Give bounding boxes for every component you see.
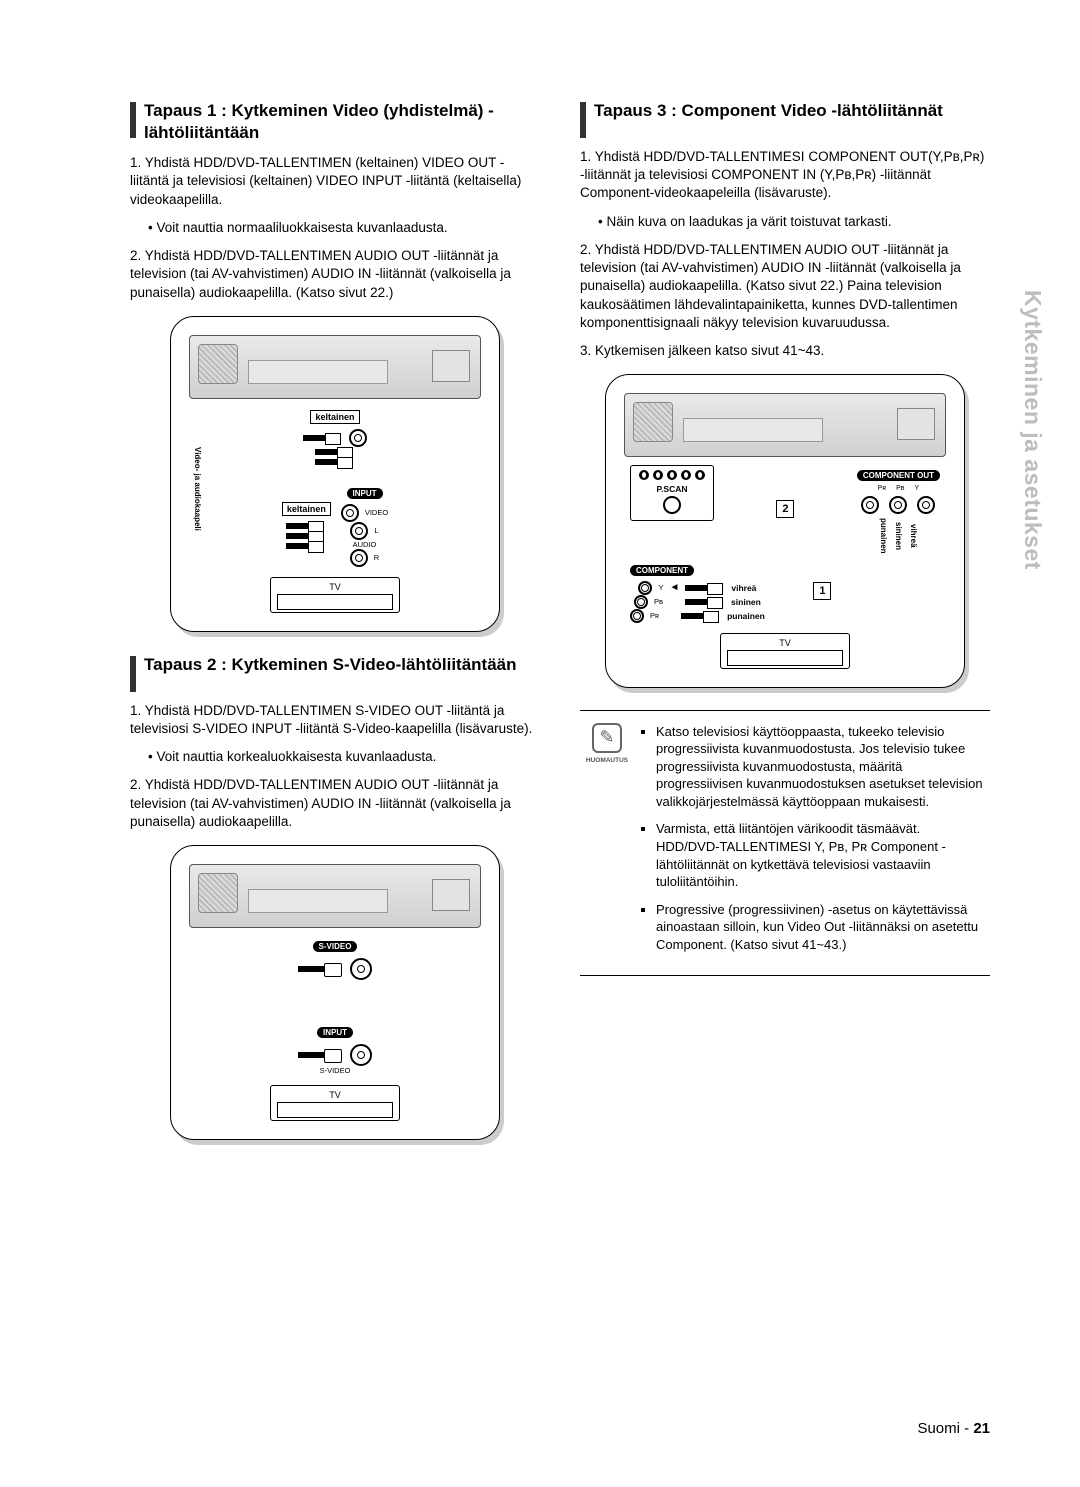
svideo-bottom-label: S-VIDEO: [298, 1066, 372, 1075]
kelt-label-bottom: keltainen: [282, 502, 331, 516]
case3-p2: 2. Yhdistä HDD/DVD-TALLENTIMEN AUDIO OUT…: [580, 241, 990, 332]
case1-title: Tapaus 1 : Kytkeminen Video (yhdistelmä)…: [144, 100, 540, 144]
case2-diagram: S-VIDEO INPUT S-VIDEO TV: [170, 845, 500, 1140]
note-icon-label: HUOMAUTUS: [584, 757, 630, 764]
case3-tv: TV: [720, 633, 850, 669]
note-list: Katso televisiosi käyttöoppaasta, tukeek…: [642, 723, 986, 964]
footer-page: 21: [973, 1420, 990, 1437]
case2-tv: TV: [270, 1085, 400, 1121]
jack-video-label: VIDEO: [365, 508, 388, 517]
note-icon-col: ✎ HUOMAUTUS: [584, 723, 630, 964]
case1-p2: 2. Yhdistä HDD/DVD-TALLENTIMEN AUDIO OUT…: [130, 247, 540, 302]
case2-conn: S-VIDEO INPUT S-VIDEO: [189, 936, 481, 1075]
case3-p3: 3. Kytkemisen jälkeen katso sivut 41~43.: [580, 342, 990, 360]
punainen-label: punainen: [727, 611, 765, 621]
jack-r-label: R: [374, 553, 379, 562]
note-3: Progressive (progressiivinen) -asetus on…: [656, 901, 986, 954]
tv-label-1: TV: [329, 582, 341, 592]
pr-in: Pʀ: [650, 611, 659, 620]
note-2: Varmista, että liitäntöjen värikoodit tä…: [656, 820, 986, 890]
input-badge: INPUT: [347, 488, 383, 499]
cable-vlabel: Video- ja audiokaapeli: [193, 447, 202, 531]
tv-label-3: TV: [779, 638, 791, 648]
case1-conn: Video- ja audiokaapeli keltainen keltain…: [189, 407, 481, 567]
pscan-label: P.SCAN: [639, 484, 705, 494]
note-1: Katso televisiosi käyttöoppaasta, tukeek…: [656, 723, 986, 811]
y-top: Y: [915, 485, 920, 492]
input-badge-2: INPUT: [317, 1027, 353, 1038]
case1-title-row: Tapaus 1 : Kytkeminen Video (yhdistelmä)…: [130, 100, 540, 144]
kelt-label-top: keltainen: [310, 410, 359, 424]
footer-sep: -: [960, 1420, 973, 1437]
num-badge-2: 2: [776, 500, 794, 518]
component-badge: COMPONENT: [630, 565, 694, 576]
vlabel-vihrea-r: vihreä: [909, 518, 918, 554]
case3-p1b: • Näin kuva on laadukas ja värit toistuv…: [580, 213, 990, 231]
side-tab: Kytkeminen ja asetukset: [1019, 290, 1046, 570]
title-bar-icon: [130, 102, 136, 138]
vlabel-sininen-r: sininen: [894, 518, 903, 554]
case2-title: Tapaus 2 : Kytkeminen S-Video-lähtöliitä…: [144, 654, 517, 676]
component-out-panel: COMPONENT OUT Pʀ Pʙ Y punainen sininen v…: [857, 465, 940, 554]
case2-p2: 2. Yhdistä HDD/DVD-TALLENTIMEN AUDIO OUT…: [130, 776, 540, 831]
case1-tv: TV: [270, 577, 400, 613]
vlabel-punainen-r: punainen: [879, 518, 888, 554]
device-rear-2: [189, 864, 481, 928]
case3-title-row: Tapaus 3 : Component Video -lähtöliitänn…: [580, 100, 990, 138]
page-footer: Suomi - 21: [917, 1420, 990, 1437]
component-out-badge: COMPONENT OUT: [857, 470, 940, 481]
case1-diagram: Video- ja audiokaapeli keltainen keltain…: [170, 316, 500, 632]
title-bar-icon: [580, 102, 586, 138]
num-badge-1: 1: [813, 582, 831, 600]
case1-p1b: • Voit nauttia normaaliluokkaisesta kuva…: [130, 219, 540, 237]
case3-p1: 1. Yhdistä HDD/DVD-TALLENTIMESI COMPONEN…: [580, 148, 990, 203]
component-in-panel: COMPONENT Y◄vihreä Pʙsininen Pʀpunainen: [630, 560, 765, 623]
jack-l-label: L: [374, 526, 378, 535]
vihrea-label: vihreä: [731, 583, 756, 593]
footer-lang: Suomi: [917, 1420, 960, 1437]
right-column: Tapaus 3 : Component Video -lähtöliitänn…: [580, 100, 990, 1162]
pb-in: Pʙ: [654, 597, 663, 606]
device-rear-3: [624, 393, 946, 457]
left-column: Tapaus 1 : Kytkeminen Video (yhdistelmä)…: [130, 100, 540, 1162]
pscan-panel: P.SCAN: [630, 465, 714, 521]
case3-diagram: P.SCAN 2 COMPONENT OUT Pʀ Pʙ Y punainen: [605, 374, 965, 688]
sininen-label: sininen: [731, 597, 761, 607]
case3-title: Tapaus 3 : Component Video -lähtöliitänn…: [594, 100, 943, 122]
note-icon: ✎: [592, 723, 622, 753]
tv-label-2: TV: [329, 1090, 341, 1100]
content-columns: Tapaus 1 : Kytkeminen Video (yhdistelmä)…: [130, 100, 990, 1162]
pb-top: Pʙ: [896, 485, 904, 492]
case2-title-row: Tapaus 2 : Kytkeminen S-Video-lähtöliitä…: [130, 654, 540, 692]
case2-p1: 1. Yhdistä HDD/DVD-TALLENTIMEN S-VIDEO O…: [130, 702, 540, 738]
y-in: Y: [658, 583, 663, 592]
jack-audio-label: AUDIO: [341, 540, 388, 549]
svideo-top-badge: S-VIDEO: [313, 941, 358, 952]
notes-box: ✎ HUOMAUTUS Katso televisiosi käyttöoppa…: [580, 710, 990, 977]
case1-p1: 1. Yhdistä HDD/DVD-TALLENTIMEN (keltaine…: [130, 154, 540, 209]
device-rear: [189, 335, 481, 399]
title-bar-icon: [130, 656, 136, 692]
case2-p1b: • Voit nauttia korkealuokkaisesta kuvanl…: [130, 748, 540, 766]
pr-top: Pʀ: [878, 485, 886, 492]
